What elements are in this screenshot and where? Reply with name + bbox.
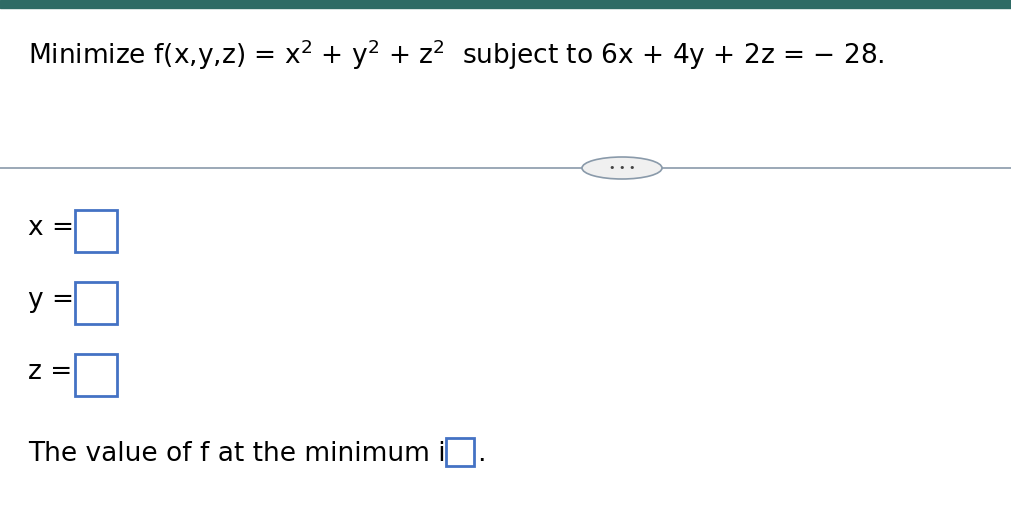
FancyBboxPatch shape	[75, 282, 117, 324]
Text: • • •: • • •	[609, 163, 635, 173]
Text: .: .	[476, 441, 485, 467]
Text: z =: z =	[28, 359, 72, 385]
Text: Minimize f(x,y,z) = x$^2$ + y$^2$ + z$^2$  subject to 6x + 4y + 2z = − 28.: Minimize f(x,y,z) = x$^2$ + y$^2$ + z$^2…	[28, 38, 884, 72]
Text: The value of f at the minimum is: The value of f at the minimum is	[28, 441, 459, 467]
Text: y =: y =	[28, 287, 74, 313]
FancyBboxPatch shape	[75, 354, 117, 396]
FancyBboxPatch shape	[75, 210, 117, 252]
Bar	[0, 0, 1011, 8]
Text: x =: x =	[28, 215, 74, 241]
FancyBboxPatch shape	[446, 438, 473, 466]
Ellipse shape	[581, 157, 661, 179]
